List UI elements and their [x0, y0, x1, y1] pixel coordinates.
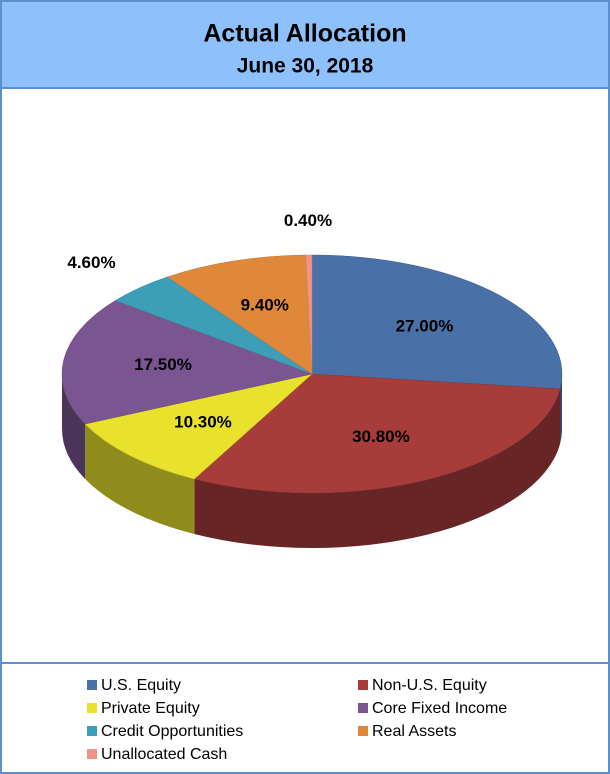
- slice: [61, 300, 313, 425]
- legend-swatch: [87, 703, 97, 713]
- pie-tops: [61, 254, 563, 494]
- legend-label: Credit Opportunities: [101, 723, 243, 740]
- data-label: 10.30%: [174, 413, 232, 432]
- legend-label: Unallocated Cash: [101, 746, 227, 763]
- chart-subtitle: June 30, 2018: [237, 55, 374, 78]
- chart-title: Actual Allocation: [203, 20, 406, 48]
- data-label: 9.40%: [241, 296, 289, 315]
- data-label: 27.00%: [396, 316, 454, 335]
- data-label: 4.60%: [67, 253, 115, 272]
- data-label: 0.40%: [284, 211, 332, 230]
- data-label: 30.80%: [352, 427, 410, 446]
- data-labels: 27.00% 30.80% 10.30% 17.50% 4.60% 9.40% 0.40%: [67, 211, 453, 446]
- legend-label: Non-U.S. Equity: [372, 677, 487, 694]
- legend-label: Core Fixed Income: [372, 700, 507, 717]
- slice: [193, 373, 561, 494]
- legend-label: Private Equity: [101, 700, 200, 717]
- data-label: 17.50%: [134, 355, 192, 374]
- legend-swatch: [358, 726, 368, 736]
- slice-side: [194, 388, 561, 548]
- legend-swatch: [358, 703, 368, 713]
- slice: [167, 254, 313, 375]
- legend-swatch: [358, 680, 368, 690]
- legend-swatch: [87, 680, 97, 690]
- slice: [305, 254, 313, 375]
- legend-swatch: [87, 749, 97, 759]
- legend: U.S. Equity Non-U.S. Equity Private Equity…: [87, 677, 507, 763]
- slice: [311, 254, 563, 390]
- slice: [84, 373, 313, 480]
- legend-swatch: [87, 726, 97, 736]
- slice-side: [85, 423, 195, 534]
- title-bar: [0, 0, 610, 89]
- legend-label: U.S. Equity: [101, 677, 181, 694]
- legend-label: Real Assets: [372, 723, 456, 740]
- slice-side: [560, 374, 562, 444]
